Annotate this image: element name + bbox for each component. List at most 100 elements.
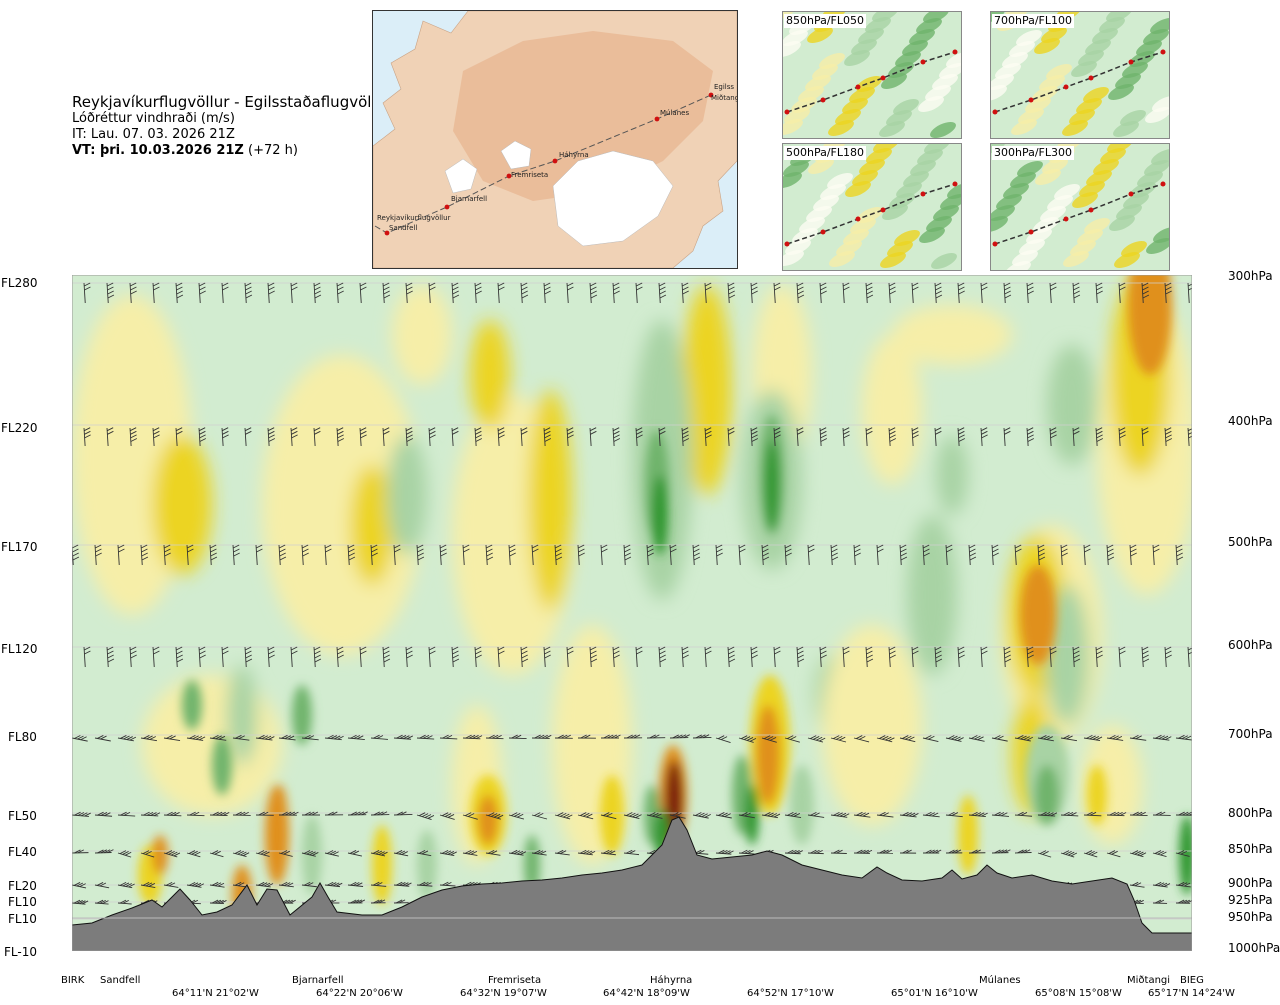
barb-tick [1160,882,1168,887]
barb-tick [636,650,643,655]
barb-tick [935,294,943,299]
wind-barb-221 [623,734,643,739]
barb-tick [428,282,436,287]
barb-tick [1073,658,1081,663]
barb-tick [486,556,494,561]
barb-staff [543,427,546,447]
thumbnail-700hpa[interactable]: 700hPa/FL100 [990,11,1170,139]
thumb-cell-1 [808,157,834,175]
thumbnail-500hpa[interactable]: 500hPa/FL180 [782,143,962,271]
barb-tick [659,290,666,295]
barb-tick [1108,850,1116,854]
barb-staff [485,544,488,566]
barb-tick [934,646,942,651]
thumbnail-300hpa[interactable]: 300hPa/FL300 [990,143,1170,271]
wind-barb-16 [428,282,436,304]
barb-tick [1042,851,1049,855]
wind-barb-319 [623,849,640,856]
barb-tick [350,881,357,886]
wind-barb-253 [232,811,251,816]
barb-tick [1112,811,1120,816]
barb-tick [899,544,907,549]
thumb-cell-24 [996,193,1022,211]
barb-tick [537,812,544,817]
barb-tick [682,290,689,295]
barb-tick [582,850,590,855]
barb-staff [497,427,500,447]
barb-tick [396,881,403,886]
barb-tick [971,849,978,854]
barb-tick [421,813,429,818]
wind-barb-313 [485,849,501,856]
barb-tick [399,735,407,739]
barb-tick [902,811,909,816]
barb-tick [331,811,338,816]
barb-staff [796,427,799,447]
wind-barb-8 [244,282,253,304]
thumb-point-1 [992,241,998,247]
valid-time-bold: VT: þri. 10.03.2026 21Z [72,143,244,158]
barb-tick [237,850,244,855]
barb-staff [543,646,546,668]
barb-tick [583,812,590,817]
thumb-cell-6 [1042,157,1068,175]
wind-barb-70 [543,427,552,447]
barb-tick [520,646,528,651]
barb-tick [1027,434,1034,439]
thumbnail-700hpa-label: 700hPa/FL100 [992,14,1075,28]
barb-tick [141,548,148,553]
barb-tick [1165,736,1172,741]
barb-tick [142,899,150,904]
wind-barb-172 [635,646,643,668]
barb-staff [865,646,868,668]
barb-tick [95,548,102,553]
thumb-cell-3 [1109,214,1135,232]
barb-tick [337,650,344,655]
thumb-cell-35 [783,29,808,47]
wind-barb-257 [324,811,344,816]
barb-tick [256,548,263,553]
wind-barb-318 [600,849,616,856]
wind-barb-45 [1095,282,1103,304]
barb-tick [992,548,999,553]
thumb-cell-19 [902,39,928,57]
barb-staff [497,282,500,304]
barb-tick [957,427,965,432]
wind-barb-399 [209,899,227,905]
barb-staff [658,427,661,447]
barb-tick [383,654,390,659]
barb-tick [107,849,114,854]
wind-barb-109 [301,544,309,566]
barb-tick [302,552,309,557]
thumbnail-850hpa[interactable]: 850hPa/FL050 [782,11,962,139]
barb-staff [1187,427,1190,447]
barb-tick [762,552,769,557]
barb-tick [946,548,953,553]
wind-barb-94 [1095,427,1104,447]
barb-staff [658,646,661,668]
barb-tick [751,650,758,655]
wind-barb-354 [301,881,317,888]
wind-barb-395 [117,899,132,905]
barb-staff [175,646,178,668]
barb-tick [1134,850,1141,855]
wind-barb-243 [1129,734,1147,741]
barb-staff [370,544,373,566]
thumb-cell-30 [1002,51,1028,69]
barb-tick [73,882,81,886]
wind-barb-38 [934,282,943,304]
wind-barb-187 [980,646,988,668]
barb-staff [313,427,316,447]
barb-tick [1004,290,1011,295]
thumb-route [786,51,956,113]
point-midtangi [708,92,714,98]
barb-tick [148,883,156,887]
barb-tick [934,282,942,287]
wind-barb-391 [1152,881,1171,888]
barb-tick [716,552,723,557]
wind-barb-304 [278,850,293,857]
barb-tick [337,438,345,442]
wind-barb-250 [163,811,182,817]
barb-tick [862,849,869,854]
thumb-cell-16 [829,250,855,268]
